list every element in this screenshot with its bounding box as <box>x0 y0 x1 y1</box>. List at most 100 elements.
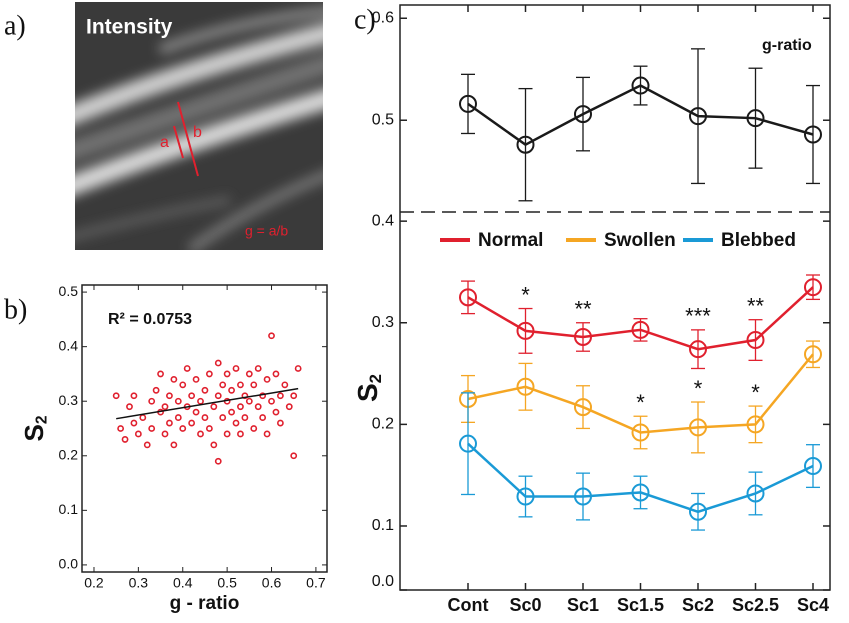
significance: * <box>751 380 760 405</box>
y-tick-label: 0.2 <box>59 446 79 462</box>
point <box>804 125 822 144</box>
point <box>689 107 707 126</box>
point <box>574 398 592 417</box>
y-axis-label-sub: 2 <box>366 374 385 383</box>
point <box>574 487 592 506</box>
image-label: b <box>193 124 202 141</box>
point <box>201 414 209 421</box>
point <box>574 105 592 124</box>
x-tick-label: 0.3 <box>129 575 149 591</box>
point <box>250 381 258 389</box>
point <box>259 392 267 400</box>
point <box>112 392 120 400</box>
x-axis-label: g - ratio <box>170 593 240 614</box>
point <box>219 381 227 389</box>
y-tick-label: 0.6 <box>372 9 394 26</box>
y-tick-label: 0.3 <box>372 314 394 331</box>
y-axis-label-main: S <box>352 383 383 402</box>
point <box>170 375 178 383</box>
point <box>272 370 280 378</box>
point <box>161 430 169 438</box>
point <box>126 403 133 411</box>
point <box>804 345 822 364</box>
significance: ** <box>574 297 592 322</box>
point <box>117 425 125 432</box>
x-tick-label: 0.4 <box>173 575 193 591</box>
point <box>219 414 227 421</box>
y-tick-label: 0.1 <box>59 501 79 517</box>
x-tick-label: Sc4 <box>797 595 829 615</box>
y-tick-label: 0.0 <box>372 573 394 590</box>
point <box>228 386 235 394</box>
significance: ** <box>747 294 765 319</box>
point <box>276 392 284 400</box>
point <box>746 109 765 128</box>
plot-frame <box>81 284 328 573</box>
point <box>290 392 298 400</box>
panel-label: a) <box>4 10 26 41</box>
y-tick-label: 0.1 <box>372 517 394 534</box>
point <box>285 403 293 411</box>
measure-b <box>177 101 199 177</box>
point <box>281 381 289 389</box>
point <box>214 457 222 465</box>
significance: * <box>636 390 645 415</box>
y-axis-label: S2 <box>352 374 385 402</box>
point <box>139 414 147 421</box>
series-line <box>467 353 814 434</box>
significance: *** <box>685 304 711 329</box>
y-axis-label-main: S <box>19 424 49 441</box>
point <box>516 135 535 154</box>
y-tick-label: 0.5 <box>59 283 79 299</box>
legend-label: Blebbed <box>721 230 796 251</box>
point <box>241 414 249 421</box>
point <box>241 392 249 400</box>
point <box>174 397 182 405</box>
point <box>254 365 262 372</box>
point <box>746 484 765 503</box>
point <box>237 381 244 389</box>
point <box>197 430 204 438</box>
point <box>170 441 178 449</box>
point <box>268 332 275 340</box>
image-label: a <box>160 134 169 151</box>
point <box>201 386 209 394</box>
point <box>152 386 160 394</box>
point <box>179 381 187 389</box>
point <box>254 403 262 411</box>
series-line <box>467 286 814 351</box>
y-tick-label: 0.3 <box>59 392 79 408</box>
point <box>205 370 213 378</box>
x-tick-label: Sc2 <box>682 595 714 615</box>
point <box>631 76 650 95</box>
point <box>130 392 138 400</box>
x-tick-label: Sc2.5 <box>732 595 779 615</box>
point <box>804 457 822 476</box>
point <box>223 430 231 438</box>
point <box>746 415 765 434</box>
annotation: R² = 0.0753 <box>108 311 192 328</box>
point <box>631 423 650 442</box>
point <box>188 392 196 400</box>
point <box>157 370 164 378</box>
point <box>134 430 142 438</box>
x-tick-label: 0.7 <box>306 575 326 591</box>
image-label: g = a/b <box>245 223 288 239</box>
point <box>631 483 650 502</box>
point <box>223 370 231 378</box>
point <box>459 434 477 453</box>
legend-label: Swollen <box>604 230 676 251</box>
point <box>174 414 182 421</box>
x-tick-label: Sc0 <box>509 595 541 615</box>
point <box>197 397 204 405</box>
point <box>516 321 535 340</box>
y-tick-label: 0.4 <box>59 337 79 353</box>
plot-frame <box>399 4 831 591</box>
point <box>746 331 765 350</box>
point <box>205 425 213 432</box>
y-tick-label: 0.4 <box>372 212 394 229</box>
x-tick-label: 0.5 <box>217 575 237 591</box>
point <box>290 452 298 460</box>
x-tick-label: Sc1.5 <box>617 595 664 615</box>
